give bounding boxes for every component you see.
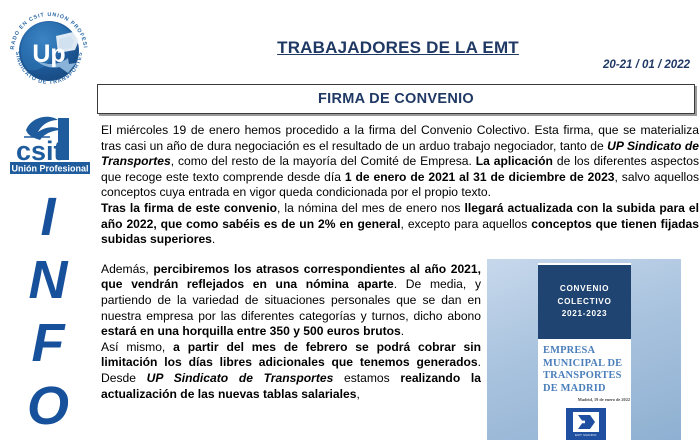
emt-arrow-icon bbox=[573, 411, 599, 432]
info-letter-n: N bbox=[28, 250, 68, 310]
p1-seg4: La aplicación bbox=[475, 154, 553, 169]
cover-page: CONVENIO COLECTIVO 2021-2023 EMPRESA MUN… bbox=[538, 263, 631, 440]
info-letter-f: F bbox=[31, 313, 65, 373]
p4-seg4: UP Sindicato de Transportes bbox=[146, 370, 334, 385]
p3-seg5: . bbox=[400, 324, 405, 339]
p2-seg6: . bbox=[211, 232, 216, 247]
section-title-text: FIRMA DE CONVENIO bbox=[317, 91, 474, 107]
paragraph-1: El miércoles 19 de enero hemos procedido… bbox=[101, 123, 699, 201]
p1-seg1: El miércoles 19 de enero hemos procedido… bbox=[101, 123, 699, 153]
p2-seg1: Tras la firma de este convenio bbox=[101, 200, 278, 215]
cover-band-line2: COLECTIVO bbox=[557, 296, 612, 306]
paragraph-2: Tras la firma de este convenio, la nómin… bbox=[101, 201, 699, 248]
cover-band-line1: CONVENIO bbox=[559, 284, 610, 294]
csit-tagline: Unión Profesional bbox=[11, 164, 88, 174]
up-monogram: Up bbox=[32, 40, 65, 68]
p3-seg3: . De media, y partiendo de la variedad d… bbox=[101, 277, 481, 323]
p1-seg3: , como del resto de la mayoría del Comit… bbox=[170, 154, 476, 169]
info-banner: I N F O bbox=[0, 186, 96, 438]
page-title: TRABAJADORES DE LA EMT bbox=[96, 38, 700, 58]
cover-date-note: Madrid, 19 de enero de 2022 bbox=[577, 397, 630, 402]
paragraph-3: Además, percibiremos los atrasos corresp… bbox=[101, 262, 481, 340]
cover-title-band: CONVENIO COLECTIVO 2021-2023 bbox=[538, 265, 631, 339]
cover-band-line3: 2021-2023 bbox=[561, 309, 608, 319]
sidebar: Up FEDERADO EN CSIT UNIÓN PROFESIONAL SI… bbox=[0, 0, 96, 441]
p3-seg1: Además, bbox=[101, 261, 154, 276]
cover-company-line3: TRANSPORTES bbox=[543, 370, 622, 382]
page-title-text: TRABAJADORES DE LA EMT bbox=[277, 38, 519, 57]
p2-seg5: conceptos que tienen fijadas subidas sup… bbox=[101, 216, 699, 247]
p3-seg2: percibiremos los atrasos correspondiente… bbox=[101, 261, 481, 292]
p4-seg5: estamos bbox=[333, 370, 401, 385]
document-date: 20-21 / 01 / 2022 bbox=[603, 59, 690, 71]
csit-union-profesional-logo: csit Unión Profesional bbox=[6, 104, 94, 178]
p2-seg3: llegará actualizada con la subida para e… bbox=[101, 200, 700, 231]
p1-seg2: UP Sindicato de Transportes bbox=[101, 138, 699, 169]
emt-madrid-logo: EMT MADRID bbox=[566, 408, 606, 440]
section-title-box: FIRMA DE CONVENIO bbox=[97, 84, 695, 114]
p4-seg2: a partir del mes de febrero se podrá cob… bbox=[101, 339, 481, 370]
p4-seg3: . Desde bbox=[101, 355, 481, 385]
p2-seg4: , excepto para aquellos bbox=[400, 216, 532, 231]
cover-company-line1: EMPRESA bbox=[543, 345, 596, 356]
paragraph-4: Así mismo, a partir del mes de febrero s… bbox=[101, 340, 481, 402]
p4-seg6: realizando la actualización de las nueva… bbox=[101, 370, 481, 401]
p3-seg4: estará en una horquilla entre 350 y 500 … bbox=[101, 324, 401, 339]
p1-seg7: , salvo aquellos conceptos cuya entrada … bbox=[101, 169, 699, 200]
article-body: El miércoles 19 de enero hemos procedido… bbox=[101, 123, 699, 402]
p2-seg2: , la nómina del mes de enero nos bbox=[277, 200, 465, 215]
cover-company-line4: DE MADRID bbox=[543, 382, 606, 394]
up-sindicato-logo: Up FEDERADO EN CSIT UNIÓN PROFESIONAL SI… bbox=[4, 6, 94, 96]
cover-company-name: EMPRESA MUNICIPAL DE TRANSPORTES DE MADR… bbox=[543, 345, 631, 395]
info-letter-o: O bbox=[26, 376, 69, 436]
p1-seg5: de los diferentes aspectos que recoge es… bbox=[101, 154, 699, 184]
csit-logo-graphic: csit Unión Profesional bbox=[10, 116, 90, 174]
info-letter-i: I bbox=[40, 187, 56, 247]
cover-company-line2: MUNICIPAL DE bbox=[543, 357, 623, 369]
p4-seg1: Así mismo, bbox=[101, 339, 174, 354]
up-logo-graphic: Up FEDERADO EN CSIT UNIÓN PROFESIONAL SI… bbox=[4, 6, 87, 86]
csit-wordmark: csit bbox=[16, 136, 63, 166]
p4-seg7: , bbox=[356, 386, 360, 401]
emt-logo-label: EMT MADRID bbox=[575, 432, 597, 437]
p1-seg6: 1 de enero de 2021 al 31 de diciembre de… bbox=[344, 169, 615, 184]
